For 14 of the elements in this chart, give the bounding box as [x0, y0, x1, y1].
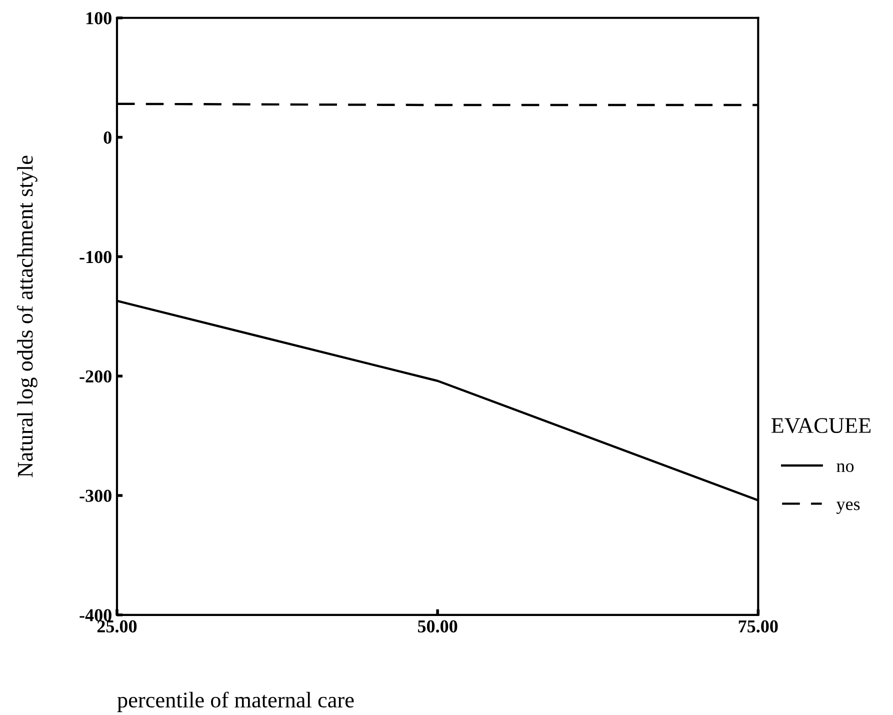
y-tick-label: -200 — [80, 370, 112, 383]
y-tick-label: -100 — [80, 250, 112, 264]
y-tick-label: -400 — [80, 609, 112, 622]
y-tick-label: 0 — [104, 132, 112, 144]
x-axis-title: percentile of maternal care — [117, 692, 354, 712]
legend-title: EVACUEE — [771, 418, 871, 434]
x-tick-label: 25.00 — [97, 620, 137, 633]
x-tick-label: 75.00 — [738, 620, 778, 633]
legend-label: yes — [836, 501, 860, 514]
legend-label: no — [836, 463, 854, 472]
x-tick-label: 50.00 — [418, 620, 458, 633]
y-tick-label: -300 — [80, 490, 112, 502]
y-axis-title: Natural log odds of attachment style — [16, 156, 38, 478]
y-tick-label: 100 — [86, 12, 112, 24]
